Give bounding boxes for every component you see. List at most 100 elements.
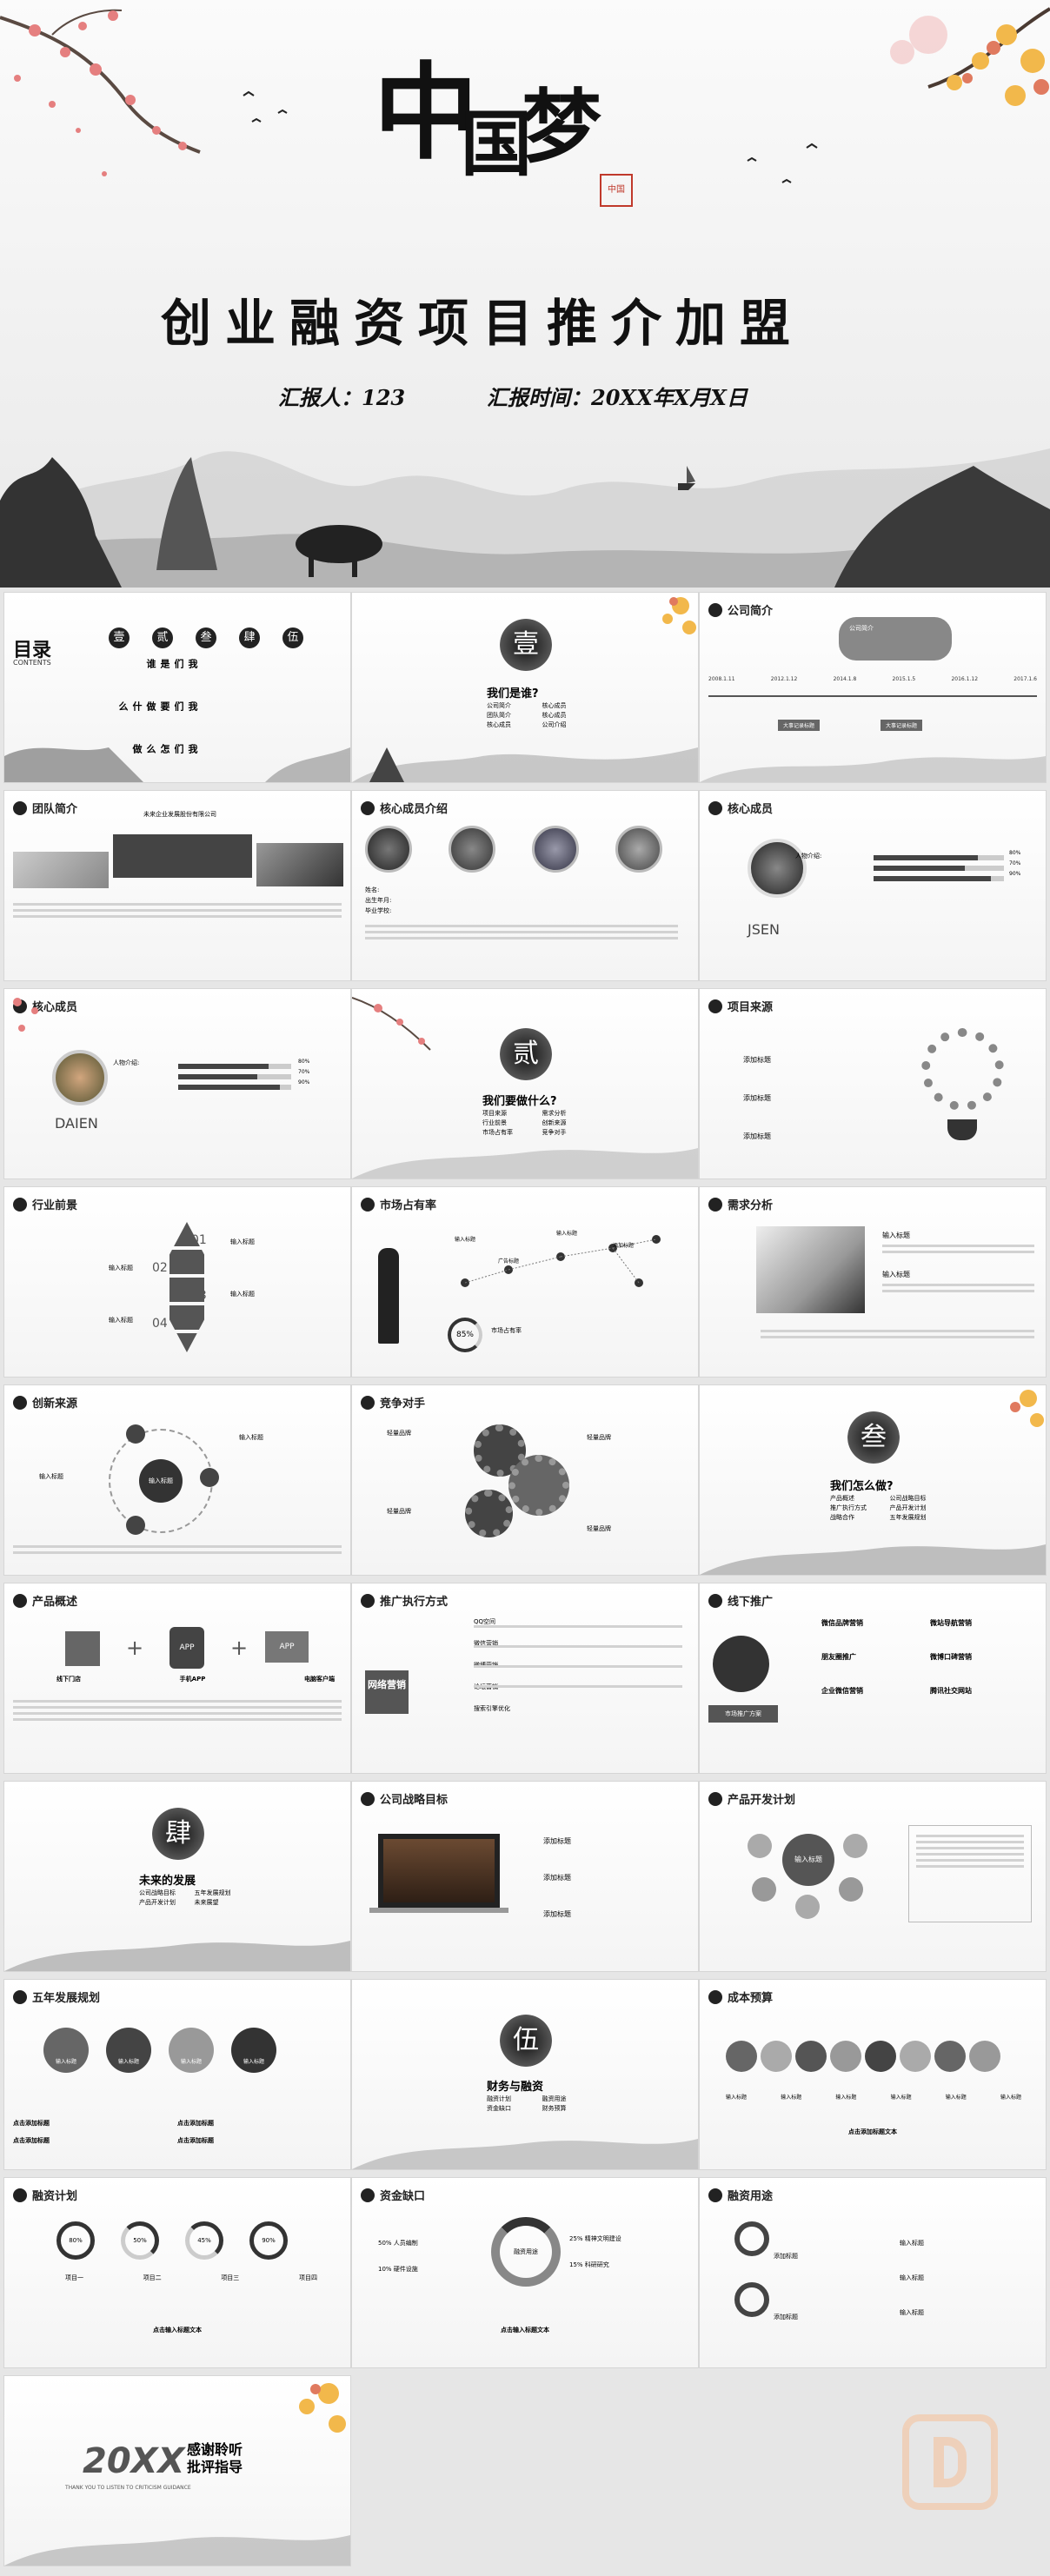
slide-toc[interactable]: 目录 CONTENTS 壹 贰 叁 肆 伍 我们是谁 我们要做什么 我们怎么做 … — [4, 593, 350, 782]
slide-innovation[interactable]: 创新来源 输入标题 输入标题 输入标题 — [4, 1385, 350, 1575]
toc-col-1: 我们是谁 — [145, 659, 198, 668]
usage-2: 添加标题 — [774, 2314, 798, 2320]
slide-product-plan[interactable]: 产品开发计划 输入标题 — [700, 1782, 1046, 1971]
promotion-plan: 市场推广方案 — [708, 1705, 778, 1723]
ink-landscape — [4, 2535, 350, 2566]
section-bullets: 公司战略目标 产品开发计划 五年发展规划 未来展望 — [139, 1889, 243, 1908]
strategy-items: 添加标题 添加标题 添加标题 — [543, 1823, 571, 1933]
bullet-4: 未来展望 — [194, 1899, 219, 1906]
competitor-3: 轻量品牌 — [387, 1508, 411, 1515]
slide-title: 项目来源 — [728, 1001, 774, 1014]
plum-blossom-branch — [0, 9, 201, 176]
slide-financing-plan[interactable]: 融资计划 80% 50% 45% 90% 项目一 项目二 项目三 项目四 点击输入标题… — [4, 2178, 350, 2367]
brush-dot-icon — [708, 999, 722, 1013]
source-item-2: 添加标题 — [743, 1094, 771, 1102]
businessman-figure — [378, 1248, 399, 1344]
birds — [243, 90, 818, 183]
slide-section-5[interactable]: 伍 财务与融资 融资计划 资金缺口 融资用途 财务预算 — [352, 1980, 698, 2169]
slide-heading: 市场占有率 — [361, 1196, 436, 1212]
finance-3: 项目三 — [221, 2274, 240, 2281]
budget-2: 输入标题 — [781, 2095, 802, 2101]
skill-bars — [178, 1059, 291, 1095]
toc-num-1: 壹 — [109, 627, 130, 648]
plus-icon: + — [126, 1636, 144, 1660]
share-network — [461, 1235, 661, 1287]
section-bullets: 公司简介 团队简介 核心成员 核心成员 核心成员 公司介绍 — [487, 701, 591, 730]
slide-market-share[interactable]: 市场占有率 输入标题 广告标题 输入标题 添加标题 85% 市场占有率 — [352, 1187, 698, 1377]
demand-text-1 — [882, 1241, 1034, 1257]
slide-title: 核心成员介绍 — [380, 803, 449, 816]
plus-icon: + — [230, 1636, 249, 1660]
slide-core-members[interactable]: 核心成员介绍 姓名: 出生年月: 毕业学校: — [352, 791, 698, 980]
gap-foot: 点击输入标题文本 — [501, 2327, 549, 2334]
slide-team-intro[interactable]: 团队简介 未来企业发展股份有限公司 — [4, 791, 350, 980]
ink-landscape — [0, 448, 1050, 588]
section-bullets: 产品概述 推广执行方式 战略合作 公司战略目标 产品开发计划 五年发展规划 — [830, 1494, 943, 1523]
cover-char-meng: 梦 — [522, 80, 602, 174]
bullet-3: 核心成员 — [487, 721, 511, 728]
bullet-1: 融资计划 — [487, 2095, 511, 2102]
finance-4: 项目四 — [298, 2274, 317, 2281]
slide-funding-usage[interactable]: 融资用途 添加标题 添加标题 输入标题 输入标题 输入标题 — [700, 2178, 1046, 2367]
slide-company-intro[interactable]: 公司简介 公司简介 2008.1.11 2012.1.12 2014.1.8 2015… — [700, 593, 1046, 782]
slide-section-4[interactable]: 肆 未来的发展 公司战略目标 产品开发计划 五年发展规划 未来展望 — [4, 1782, 350, 1971]
member-avatars — [365, 826, 662, 873]
slide-heading: 创新来源 — [13, 1394, 77, 1411]
slide-offline-promotion[interactable]: 线下推广 市场推广方案 微信品牌营销 微站导航营销 朋友圈推广 微博口碑营销 企业微… — [700, 1583, 1046, 1773]
slide-section-1[interactable]: 壹 我们是谁? 公司简介 团队简介 核心成员 核心成员 核心成员 公司介绍 — [352, 593, 698, 782]
section-num: 壹 — [500, 619, 552, 671]
slide-title: 成本预算 — [728, 1992, 774, 2005]
slide-core-member-jsen[interactable]: 核心成员 JSEN 人物介绍: 80% 70% 90% — [700, 791, 1046, 980]
slide-section-3[interactable]: 叁 我们怎么做? 产品概述 推广执行方式 战略合作 公司战略目标 产品开发计划 五年发展规… — [700, 1385, 1046, 1575]
label-birth: 出生年月: — [365, 897, 392, 904]
slide-promotion[interactable]: 推广执行方式 网络营销 QQ空间微信营销微博营销论坛营销搜索引擎优化 — [352, 1583, 698, 1773]
slide-five-year-plan[interactable]: 五年发展规划 输入标题 输入标题 输入标题 输入标题 点击添加标题 点击添加标题 … — [4, 1980, 350, 2169]
slide-strategy[interactable]: 公司战略目标 添加标题 添加标题 添加标题 — [352, 1782, 698, 1971]
skill-bars — [874, 850, 1004, 886]
slide-thanks[interactable]: 20XX 感谢聆听 批评指导 THANK YOU TO LISTEN TO CRI… — [4, 2376, 350, 2566]
plan-text-box — [908, 1825, 1032, 1922]
usage-3: 输入标题 — [900, 2240, 924, 2247]
offline-5: 企业微信营销 — [821, 1687, 863, 1695]
year-3: 2014.1.8 — [833, 676, 857, 682]
brush-dot-icon — [708, 800, 722, 815]
usage-right: 输入标题 输入标题 输入标题 — [900, 2226, 924, 2330]
brush-dot-icon — [361, 1197, 375, 1212]
offline-1: 微信品牌营销 — [821, 1619, 863, 1627]
avatar — [365, 826, 412, 873]
bullet-5: 产品开发计划 — [889, 1504, 927, 1511]
plan-node — [748, 1834, 772, 1858]
promo-5: 搜索引擎优化 — [474, 1705, 510, 1712]
slide-cost-budget[interactable]: 成本预算 输入标题 输入标题 输入标题 输入标题 输入标题 输入标题 点击添加标题文本 — [700, 1980, 1046, 2169]
ink-landscape — [4, 747, 350, 782]
slide-project-source[interactable]: 项目来源 添加标题 添加标题 添加标题 — [700, 989, 1046, 1178]
slide-demand-analysis[interactable]: 需求分析 输入标题 输入标题 — [700, 1187, 1046, 1377]
bullet-2: 资金缺口 — [487, 2105, 511, 2112]
budget-4: 输入标题 — [890, 2095, 912, 2101]
offline-4: 微博口碑营销 — [930, 1653, 972, 1661]
slide-product-overview[interactable]: 产品概述 + APP + APP 线下门店 手机APP 电脑客户端 — [4, 1583, 350, 1773]
avatar — [615, 826, 662, 873]
section-bullets: 融资计划 资金缺口 融资用途 财务预算 — [487, 2095, 591, 2114]
cover-slide[interactable]: 中 国 梦 中国 创业融资项目推介加盟 汇报人：123 汇报时间：20XX年X月… — [0, 0, 1050, 588]
slide-heading: 竞争对手 — [361, 1394, 425, 1411]
usage-4: 输入标题 — [900, 2274, 924, 2281]
store-icon — [65, 1631, 100, 1666]
innovation-item-1: 输入标题 — [239, 1434, 263, 1441]
label-school: 毕业学校: — [365, 907, 392, 914]
slide-title: 需求分析 — [728, 1199, 774, 1212]
item-1: 输入标题 — [230, 1238, 255, 1245]
slide-section-2[interactable]: 贰 我们要做什么? 项目来源 行业前景 市场占有率 需求分析 创新来源 竞争对手 — [352, 989, 698, 1178]
member-text — [365, 921, 678, 943]
gear-icon — [474, 1424, 526, 1477]
skill-pcts: 80% 70% 90% — [1009, 848, 1020, 880]
year-6: 2017.1.6 — [1013, 676, 1037, 682]
ink-landscape — [352, 2139, 698, 2169]
bullet-1: 项目来源 — [482, 1110, 507, 1117]
team-text — [13, 900, 342, 921]
slide-funding-gap[interactable]: 资金缺口 融资用途 50% 人员编制 10% 硬件设施 25% 精神文明建设 1… — [352, 2178, 698, 2367]
slide-heading: 公司简介 — [708, 601, 773, 618]
slide-core-member-daien[interactable]: 核心成员 DAIEN 人物介绍: 80% 70% 90% — [4, 989, 350, 1178]
slide-competitors[interactable]: 竞争对手 轻量品牌 轻量品牌 轻量品牌 轻量品牌 — [352, 1385, 698, 1575]
